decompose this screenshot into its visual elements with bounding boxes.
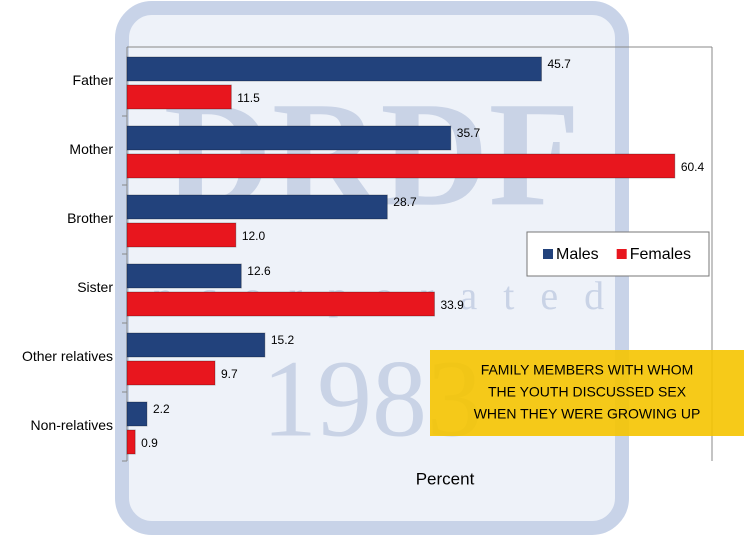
data-label: 12.0	[242, 229, 266, 243]
bar	[126, 429, 136, 455]
data-label: 35.7	[457, 126, 481, 140]
data-label: 9.7	[221, 367, 238, 381]
bar	[126, 56, 542, 82]
data-label: 2.2	[153, 402, 170, 416]
annotation: WHEN THEY WERE GROWING UP	[474, 406, 701, 422]
y-tick-label: Non-relatives	[31, 417, 113, 433]
legend-swatch	[543, 249, 553, 259]
data-label: 12.6	[247, 264, 271, 278]
annotation-box	[430, 350, 744, 436]
data-label: 33.9	[440, 298, 464, 312]
bar	[126, 222, 237, 248]
bar	[126, 263, 242, 289]
bar	[126, 360, 216, 386]
y-tick-label: Sister	[77, 279, 113, 295]
data-label: 0.9	[141, 436, 158, 450]
bar	[126, 125, 452, 151]
data-label: 15.2	[271, 333, 295, 347]
data-label: 45.7	[547, 57, 571, 71]
legend-label: Females	[630, 246, 691, 263]
bar	[126, 194, 388, 220]
x-axis-title: Percent	[416, 469, 475, 488]
bar	[126, 401, 148, 427]
bar	[126, 332, 266, 358]
y-tick-label: Father	[73, 72, 114, 88]
bar	[126, 84, 232, 110]
legend-swatch	[616, 249, 627, 259]
legend-label: Males	[556, 246, 599, 263]
data-label: 28.7	[393, 195, 417, 209]
bar	[126, 153, 676, 179]
y-tick-label: Other relatives	[22, 348, 113, 364]
bar	[126, 291, 435, 317]
annotation: THE YOUTH DISCUSSED SEX	[488, 384, 687, 400]
y-tick-label: Brother	[67, 210, 113, 226]
y-tick-label: Mother	[69, 141, 113, 157]
data-label: 60.4	[681, 160, 705, 174]
annotation: FAMILY MEMBERS WITH WHOM	[481, 362, 694, 378]
data-label: 11.5	[237, 91, 260, 105]
plot: Father 45.7 11.5 Mother 35.7 60.4 Brother 28.7 1…	[22, 46, 713, 462]
